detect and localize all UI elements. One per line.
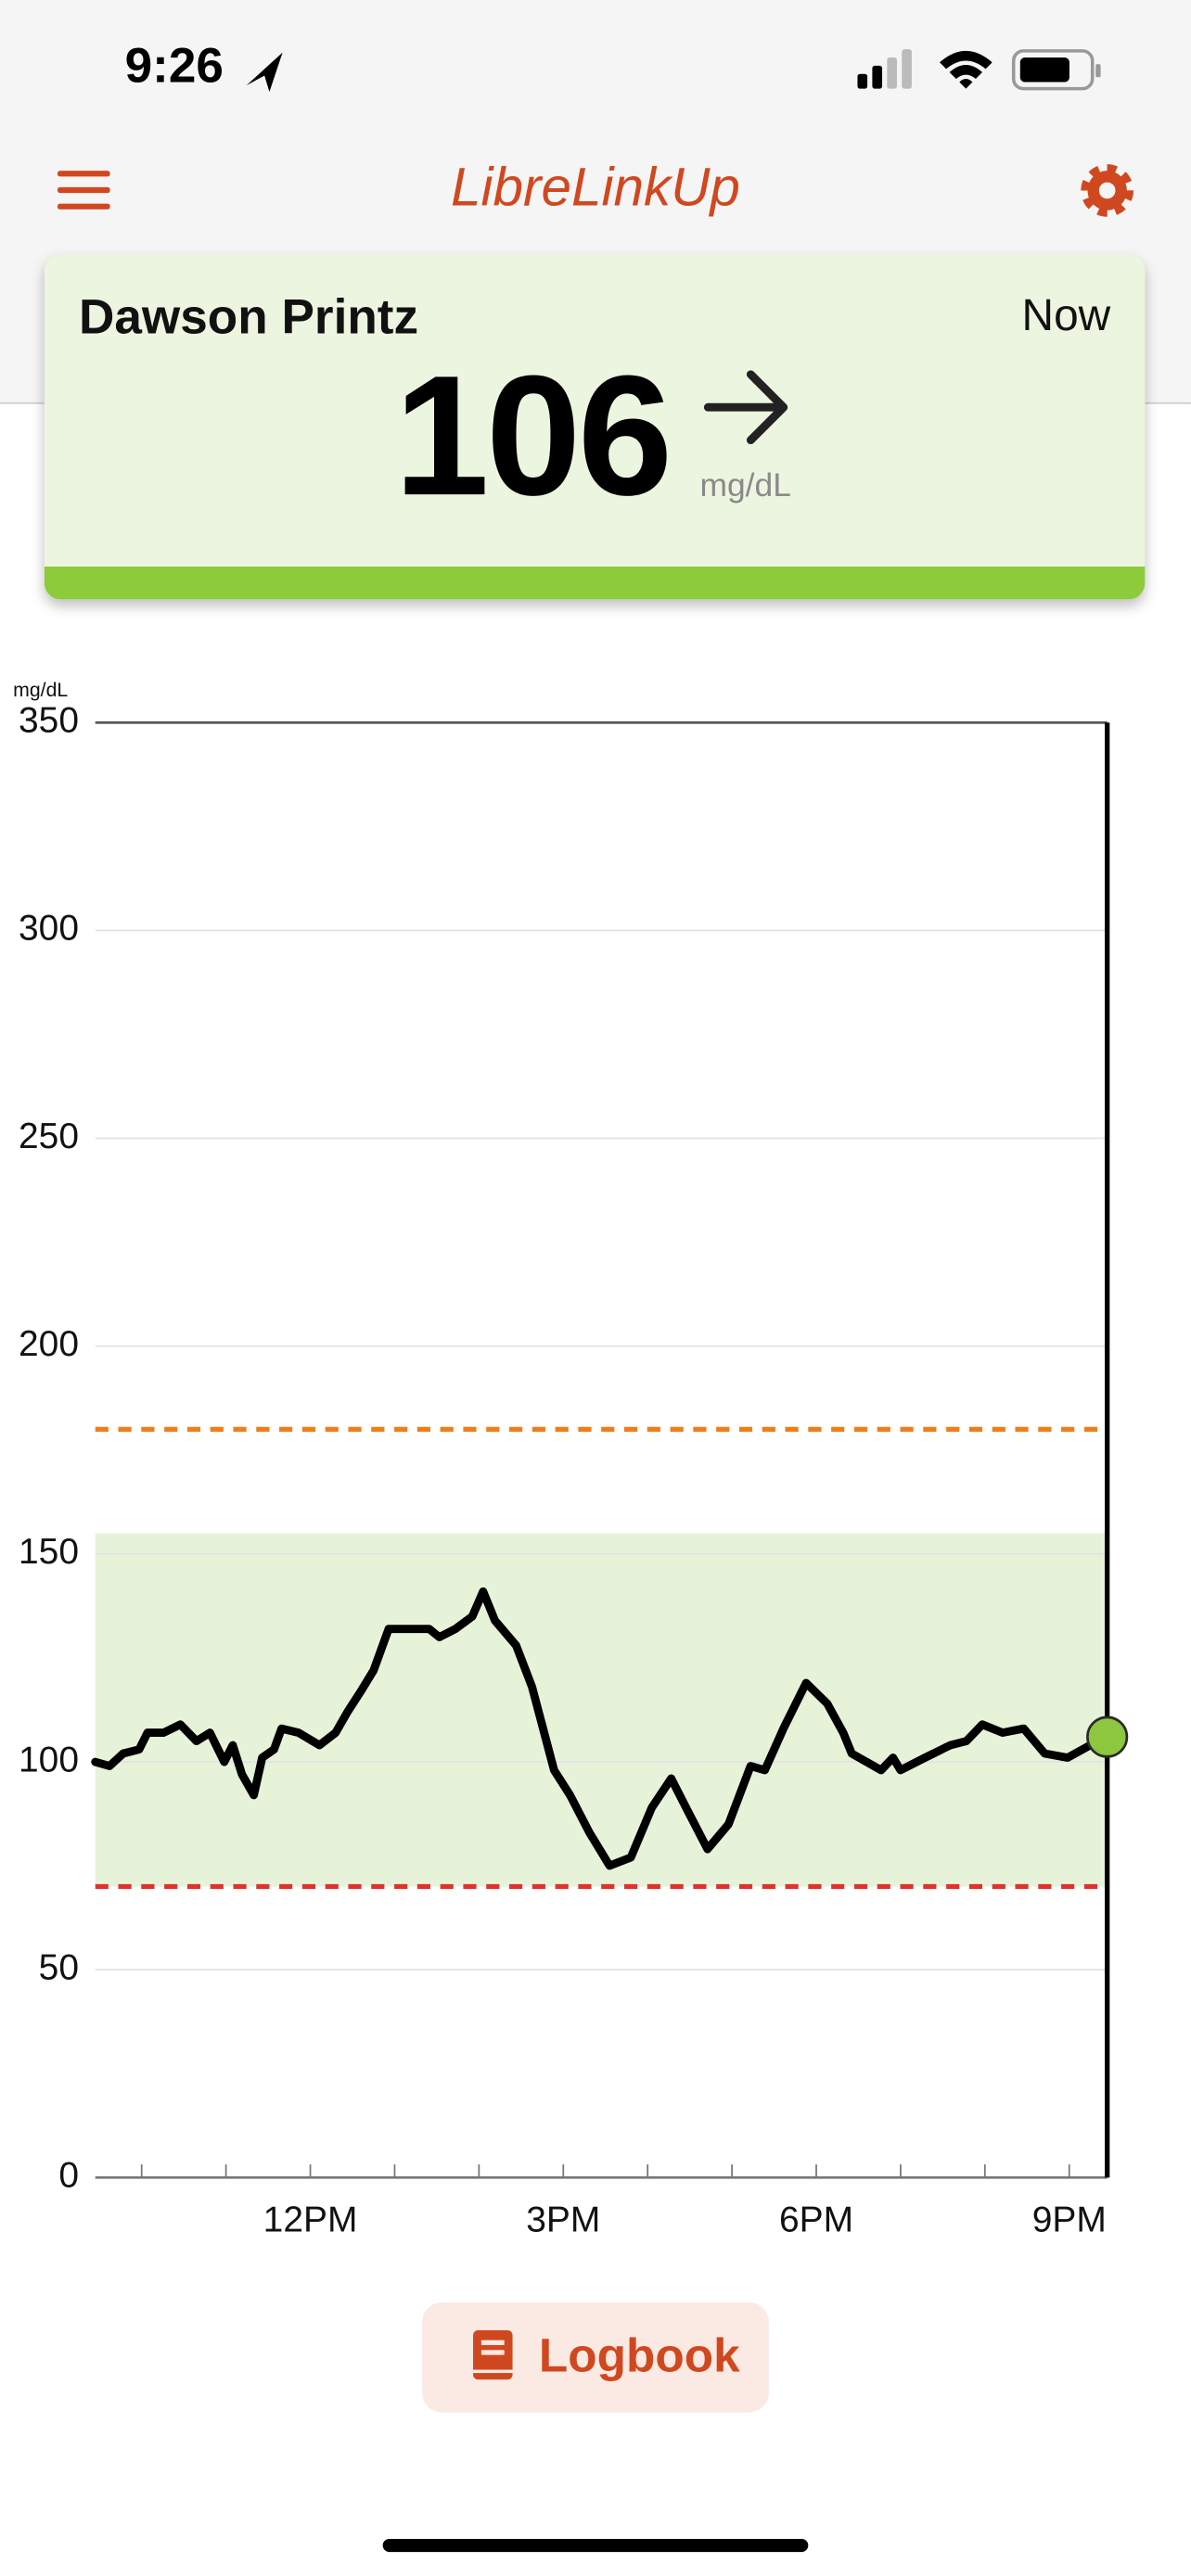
glucose-line [91, 1587, 1112, 1870]
y-tick-label: 100 [19, 1740, 79, 1779]
y-tick-label: 350 [19, 701, 79, 741]
reading-card[interactable]: Dawson Printz Now 106 mg/dL [44, 254, 1146, 600]
status-time: 9:26 [124, 39, 224, 94]
x-tick-label: 9PM [1032, 2200, 1107, 2239]
x-tick-label: 12PM [263, 2200, 358, 2239]
y-tick-label: 300 [19, 909, 79, 949]
logbook-icon [473, 2330, 513, 2380]
x-tick-label: 6PM [779, 2200, 853, 2239]
y-tick-label: 250 [19, 1116, 79, 1156]
current-reading-dot [1086, 1715, 1129, 1758]
app-title: LibreLinkUp [451, 156, 740, 217]
target-range [95, 1533, 1108, 1887]
y-axis-unit: mg/dL [13, 679, 68, 701]
wifi-icon [940, 50, 992, 89]
logbook-label: Logbook [538, 2330, 740, 2383]
signal-bar [872, 65, 883, 89]
y-tick-label: 50 [39, 1947, 79, 1987]
signal-bar [902, 49, 912, 89]
battery-level [1019, 57, 1069, 83]
signal-bar [857, 73, 868, 89]
location-icon [246, 52, 283, 93]
logbook-button[interactable]: Logbook [422, 2302, 769, 2413]
trend-arrow [703, 370, 788, 445]
status-bar-green [44, 566, 1146, 600]
battery-outline [1011, 49, 1095, 91]
home-indicator [382, 2538, 809, 2553]
signal-bar [887, 57, 897, 89]
menu-button[interactable] [57, 171, 110, 210]
glucose-unit: mg/dL [699, 467, 791, 504]
glucose-value: 106 [394, 341, 672, 532]
y-tick-label: 0 [58, 2156, 79, 2196]
status-icons [57, 49, 1133, 217]
patient-name: Dawson Printz [79, 290, 419, 345]
y-tick-label: 150 [19, 1532, 79, 1572]
y-tick-label: 200 [19, 1324, 79, 1364]
x-tick-label: 3PM [526, 2200, 600, 2239]
reading-time: Now [1021, 290, 1111, 340]
battery-tip [1095, 64, 1101, 78]
settings-button[interactable] [1081, 164, 1133, 217]
